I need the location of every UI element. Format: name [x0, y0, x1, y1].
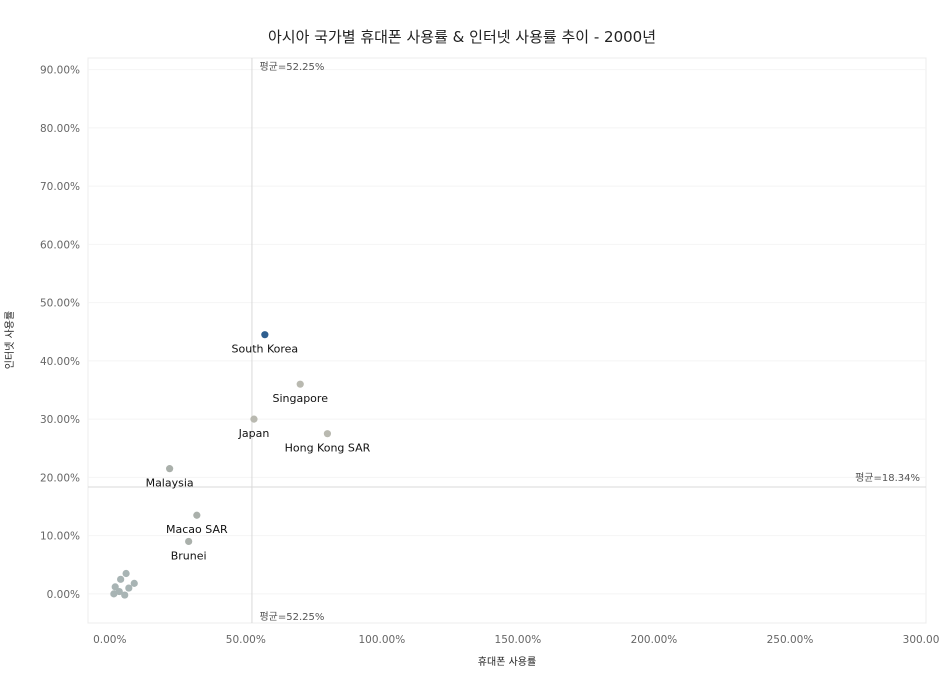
y-tick-label: 40.00% — [40, 356, 80, 368]
data-point[interactable] — [250, 415, 258, 423]
point-label: Brunei — [171, 549, 207, 562]
x-axis-title: 휴대폰 사용률 — [478, 656, 536, 668]
y-tick-label: 30.00% — [40, 414, 80, 426]
y-average-label: 평균=18.34% — [855, 472, 920, 484]
y-tick-label: 60.00% — [40, 239, 80, 251]
data-point[interactable] — [111, 583, 119, 591]
data-point[interactable] — [130, 579, 138, 587]
data-point[interactable] — [117, 575, 125, 583]
chart-title: 아시아 국가별 휴대폰 사용률 & 인터넷 사용률 추이 - 2000년 — [268, 28, 656, 46]
data-points — [110, 331, 332, 599]
point-labels: South Korea Singapore Japan Hong Kong SAR Ma… — [146, 343, 371, 563]
y-tick-label: 0.00% — [47, 589, 80, 601]
point-label: Japan — [238, 427, 270, 440]
data-point[interactable] — [110, 590, 118, 598]
x-average-label-bottom: 평균=52.25% — [259, 611, 324, 623]
x-tick-label: 100.00% — [358, 634, 405, 646]
data-point[interactable] — [121, 591, 129, 599]
plot-area-frame — [87, 57, 927, 624]
data-point[interactable] — [115, 587, 123, 596]
y-tick-label: 20.00% — [40, 472, 80, 484]
data-point[interactable] — [261, 331, 269, 339]
gridlines — [88, 69, 926, 595]
point-label: Singapore — [272, 392, 328, 405]
y-tick-label: 90.00% — [40, 65, 80, 77]
x-tick-label: 150.00% — [495, 634, 542, 646]
x-tick-label: 200.00% — [631, 634, 678, 646]
y-tick-label: 70.00% — [40, 181, 80, 193]
data-point[interactable] — [185, 537, 193, 546]
data-point[interactable] — [166, 465, 174, 473]
y-tick-label: 50.00% — [40, 298, 80, 310]
point-label: Malaysia — [146, 477, 194, 490]
data-point[interactable] — [296, 380, 304, 388]
x-tick-label: 50.00% — [226, 634, 266, 646]
x-average-label-top: 평균=52.25% — [259, 61, 324, 73]
point-label: South Korea — [232, 343, 299, 356]
x-tick-label: 0.00% — [93, 634, 126, 646]
y-tick-label: 80.00% — [40, 123, 80, 135]
reference-lines: 평균=52.25% 평균=52.25% 평균=18.34% — [88, 58, 926, 623]
axis-ticks: 0.00% 10.00% 20.00% 30.00% 40.00% 50.00% 60.00… — [40, 65, 939, 646]
data-point[interactable] — [125, 584, 133, 592]
y-axis-title: 인터넷 사용률 — [4, 311, 16, 369]
data-point[interactable] — [323, 430, 332, 438]
y-tick-label: 10.00% — [40, 531, 80, 543]
x-tick-label: 250.00% — [767, 634, 814, 646]
data-point[interactable] — [122, 569, 130, 578]
x-tick-label: 300.00% — [903, 634, 939, 646]
point-label: Hong Kong SAR — [285, 442, 371, 455]
point-label: Macao SAR — [166, 523, 228, 536]
data-point[interactable] — [193, 511, 201, 519]
